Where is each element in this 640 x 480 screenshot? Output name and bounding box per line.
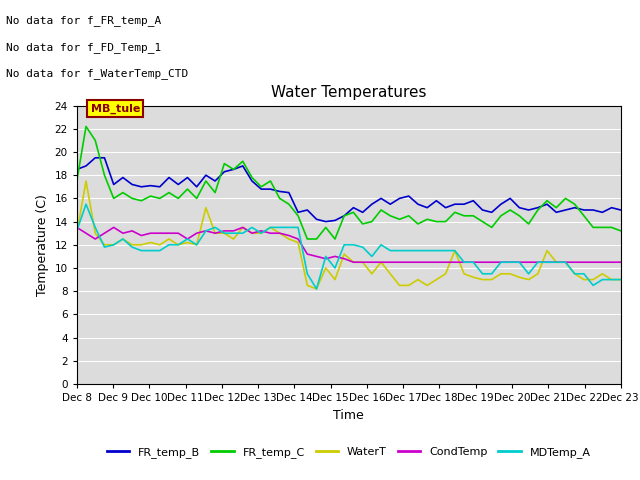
Text: MB_tule: MB_tule: [91, 103, 140, 114]
Y-axis label: Temperature (C): Temperature (C): [36, 194, 49, 296]
Text: No data for f_WaterTemp_CTD: No data for f_WaterTemp_CTD: [6, 68, 189, 79]
Text: No data for f_FR_temp_A: No data for f_FR_temp_A: [6, 15, 162, 26]
Title: Water Temperatures: Water Temperatures: [271, 85, 426, 100]
Text: No data for f_FD_Temp_1: No data for f_FD_Temp_1: [6, 42, 162, 53]
Legend: FR_temp_B, FR_temp_C, WaterT, CondTemp, MDTemp_A: FR_temp_B, FR_temp_C, WaterT, CondTemp, …: [102, 442, 595, 462]
X-axis label: Time: Time: [333, 408, 364, 421]
